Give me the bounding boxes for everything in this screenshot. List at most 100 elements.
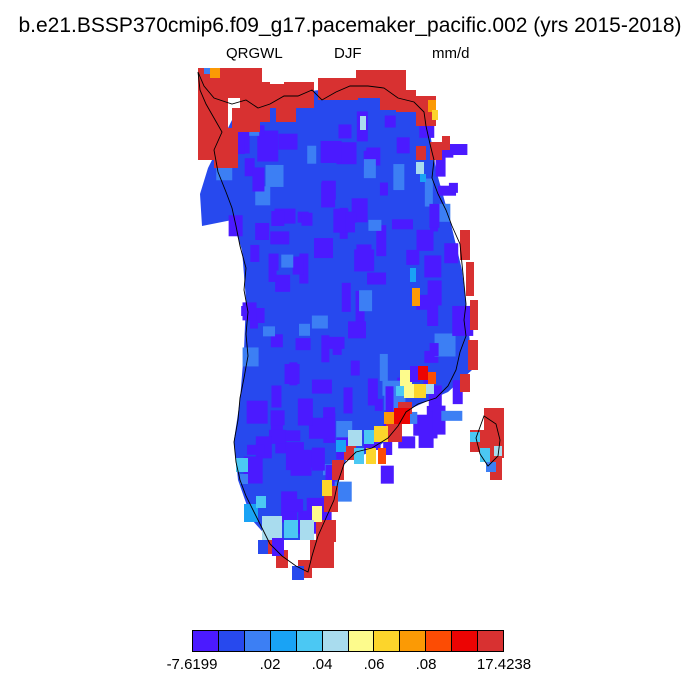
- ice-cell: [312, 448, 325, 471]
- coast-cell: [316, 520, 336, 542]
- anomaly-cell: [272, 538, 284, 556]
- ice-cell: [271, 211, 284, 226]
- ice-cell: [429, 204, 439, 228]
- ice-cell: [323, 407, 335, 417]
- ice-cell: [270, 231, 289, 244]
- colorbar-swatch: [245, 631, 271, 651]
- ice-cell: [301, 213, 312, 226]
- ice-cell: [243, 347, 259, 366]
- ice-cell: [345, 212, 355, 232]
- ice-cell: [307, 146, 316, 164]
- ice-cell: [255, 223, 269, 240]
- colorbar-tick-label: 17.4238: [477, 656, 531, 673]
- anomaly-cell: [426, 384, 434, 394]
- coast-cell: [442, 136, 450, 150]
- colorbar-swatch: [452, 631, 478, 651]
- ice-cell: [285, 364, 300, 384]
- anomaly-cell: [300, 520, 314, 540]
- ice-cell: [338, 124, 351, 138]
- ice-cell: [321, 141, 342, 163]
- anomaly-cell: [348, 430, 362, 446]
- ice-cell: [298, 399, 313, 426]
- ice-cell: [344, 387, 353, 413]
- ice-cell: [417, 230, 434, 251]
- anomaly-cell: [336, 440, 346, 452]
- anomaly-cell: [258, 540, 268, 554]
- anomaly-cell: [292, 566, 304, 580]
- ice-cell: [448, 144, 467, 155]
- ice-cell: [342, 283, 351, 312]
- ice-cell: [321, 182, 335, 207]
- ice-cell: [293, 257, 304, 275]
- anomaly-cell: [428, 372, 436, 384]
- ice-cell: [397, 137, 410, 153]
- ice-cell: [281, 255, 293, 268]
- ice-cell: [266, 165, 284, 187]
- anomaly-cell: [256, 496, 266, 508]
- ice-cell: [263, 326, 275, 336]
- ice-cell: [386, 386, 394, 415]
- anomaly-cell: [384, 412, 394, 424]
- coast-cell: [214, 128, 238, 168]
- ice-cell: [424, 255, 441, 277]
- coast-cell: [466, 262, 474, 296]
- ice-cell: [271, 386, 281, 408]
- colorbar-swatch: [478, 631, 503, 651]
- anomaly-cell: [470, 432, 480, 442]
- ice-cell: [351, 361, 360, 376]
- colorbar-swatch: [323, 631, 349, 651]
- anomaly-cell: [420, 174, 426, 182]
- ice-cell: [285, 500, 303, 512]
- ice-cell: [364, 159, 376, 178]
- colorbar-swatch: [271, 631, 297, 651]
- ice-cell: [312, 380, 332, 394]
- ice-cell: [381, 466, 394, 484]
- coast-cell: [468, 340, 478, 370]
- anomaly-cell: [204, 68, 210, 74]
- ice-cell: [444, 243, 458, 263]
- ice-cell: [243, 302, 257, 320]
- anomaly-cell: [404, 384, 414, 398]
- ice-cell: [425, 179, 433, 207]
- anomaly-cell: [284, 520, 298, 538]
- ice-cell: [312, 316, 328, 329]
- anomaly-cell: [414, 384, 426, 398]
- ice-cell: [314, 238, 333, 258]
- anomaly-cell: [210, 68, 220, 78]
- ice-cell: [271, 410, 285, 425]
- ice-cell: [385, 116, 396, 128]
- colorbar-tick-label: .06: [364, 656, 385, 673]
- coast-cell: [470, 300, 478, 330]
- ice-cell: [348, 321, 366, 338]
- anomaly-cell: [322, 480, 332, 496]
- ice-cell: [252, 167, 264, 191]
- ice-cell: [286, 442, 304, 470]
- anomaly-cell: [378, 448, 386, 464]
- ice-cell: [321, 335, 329, 362]
- anomaly-cell: [366, 448, 376, 464]
- anomaly-cell: [432, 110, 438, 120]
- ice-cell: [250, 245, 259, 262]
- ice-cell: [299, 324, 310, 336]
- anomaly-cell: [416, 162, 424, 174]
- coast-cell: [232, 108, 260, 132]
- ice-cell: [359, 290, 372, 311]
- colorbar: [192, 630, 504, 652]
- ice-cell: [419, 418, 434, 448]
- colorbar-swatch: [219, 631, 245, 651]
- ice-cell: [367, 273, 386, 285]
- ice-cell: [275, 275, 290, 292]
- ice-cell: [392, 219, 413, 229]
- colorbar-swatch: [297, 631, 323, 651]
- anomaly-cell: [410, 268, 416, 282]
- ice-cell: [428, 280, 442, 305]
- colorbar-swatch: [426, 631, 452, 651]
- coast-cell: [318, 78, 358, 100]
- ice-cell: [269, 254, 279, 271]
- anomaly-cell: [364, 430, 374, 444]
- ice-cell: [449, 183, 458, 193]
- ice-cell: [296, 338, 311, 350]
- ice-cell: [279, 134, 298, 150]
- ice-cell: [441, 411, 462, 421]
